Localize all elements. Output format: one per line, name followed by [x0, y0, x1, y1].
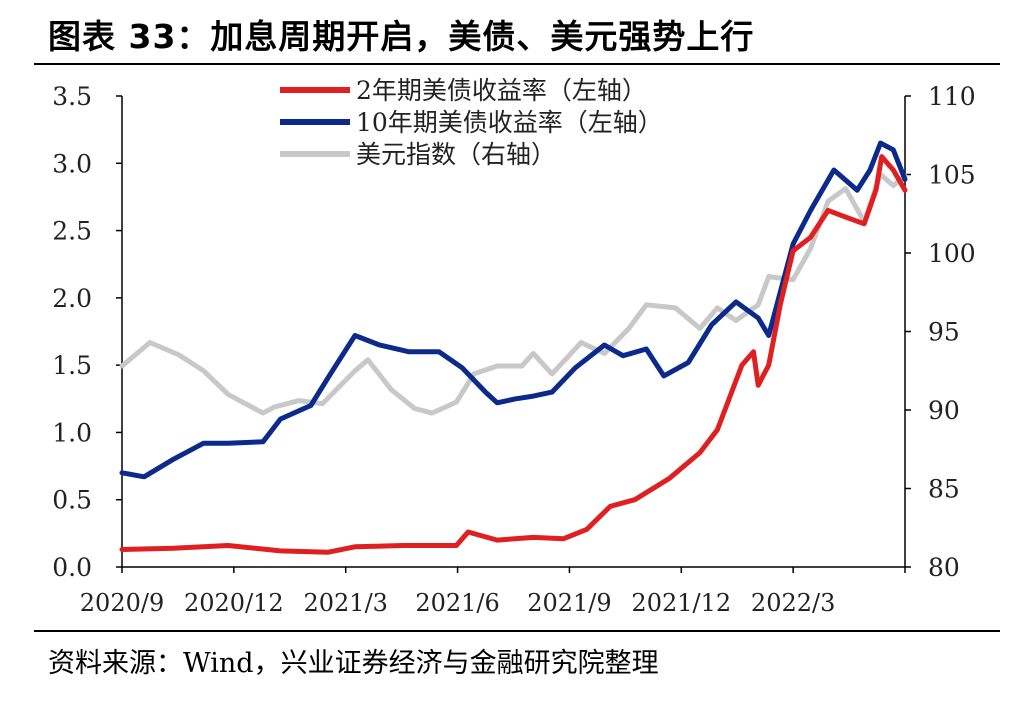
x-tick-label: 2021/12 [631, 589, 731, 617]
axes: 0.0 0.5 1.0 1.5 2.0 2.5 3.0 3.5 80 85 90 95 100 105 11… [52, 82, 975, 617]
left-tick-label: 3.0 [52, 149, 92, 178]
chart-title: 图表 33：加息周期开启，美债、美元强势上行 [48, 17, 755, 56]
x-tick-label: 2022/3 [751, 589, 835, 617]
left-tick-label: 1.0 [52, 418, 92, 447]
x-tick-label: 2020/9 [80, 589, 164, 617]
series-layer [119, 140, 908, 555]
x-tick-label: 2021/9 [527, 589, 611, 617]
source-note: 资料来源：Wind，兴业证券经济与金融研究院整理 [48, 648, 659, 679]
left-tick-label: 0.0 [52, 553, 92, 582]
left-tick-label: 2.5 [52, 217, 92, 246]
legend-label-dxy: 美元指数（右轴） [356, 140, 556, 169]
right-tick-label: 95 [928, 318, 960, 347]
left-tick-label: 1.5 [52, 351, 92, 380]
chart-area: 0.0 0.5 1.0 1.5 2.0 2.5 3.0 3.5 80 85 90 95 100 105 11… [52, 76, 975, 617]
right-tick-label: 90 [928, 396, 960, 425]
series-line-dxy [119, 172, 908, 416]
series-line-us2y [119, 154, 908, 555]
left-tick-label: 2.0 [52, 284, 92, 313]
left-tick-label: 0.5 [52, 486, 92, 515]
right-tick-label: 80 [928, 553, 960, 582]
x-tick-label: 2021/3 [303, 589, 387, 617]
right-tick-label: 105 [928, 161, 976, 190]
x-tick-label: 2021/6 [415, 589, 499, 617]
right-tick-label: 110 [928, 82, 976, 111]
top-rule [34, 63, 1000, 65]
bottom-rule [34, 630, 1000, 632]
legend-label-us2y: 2年期美债收益率（左轴） [356, 76, 647, 105]
right-tick-label: 100 [928, 239, 976, 268]
left-tick-label: 3.5 [52, 82, 92, 111]
right-tick-label: 85 [928, 475, 960, 504]
legend-label-us10y: 10年期美债收益率（左轴） [356, 108, 663, 137]
x-tick-label: 2020/12 [184, 589, 284, 617]
series-line-us10y [119, 140, 908, 480]
legend: 2年期美债收益率（左轴） 10年期美债收益率（左轴） 美元指数（右轴） [280, 76, 663, 169]
